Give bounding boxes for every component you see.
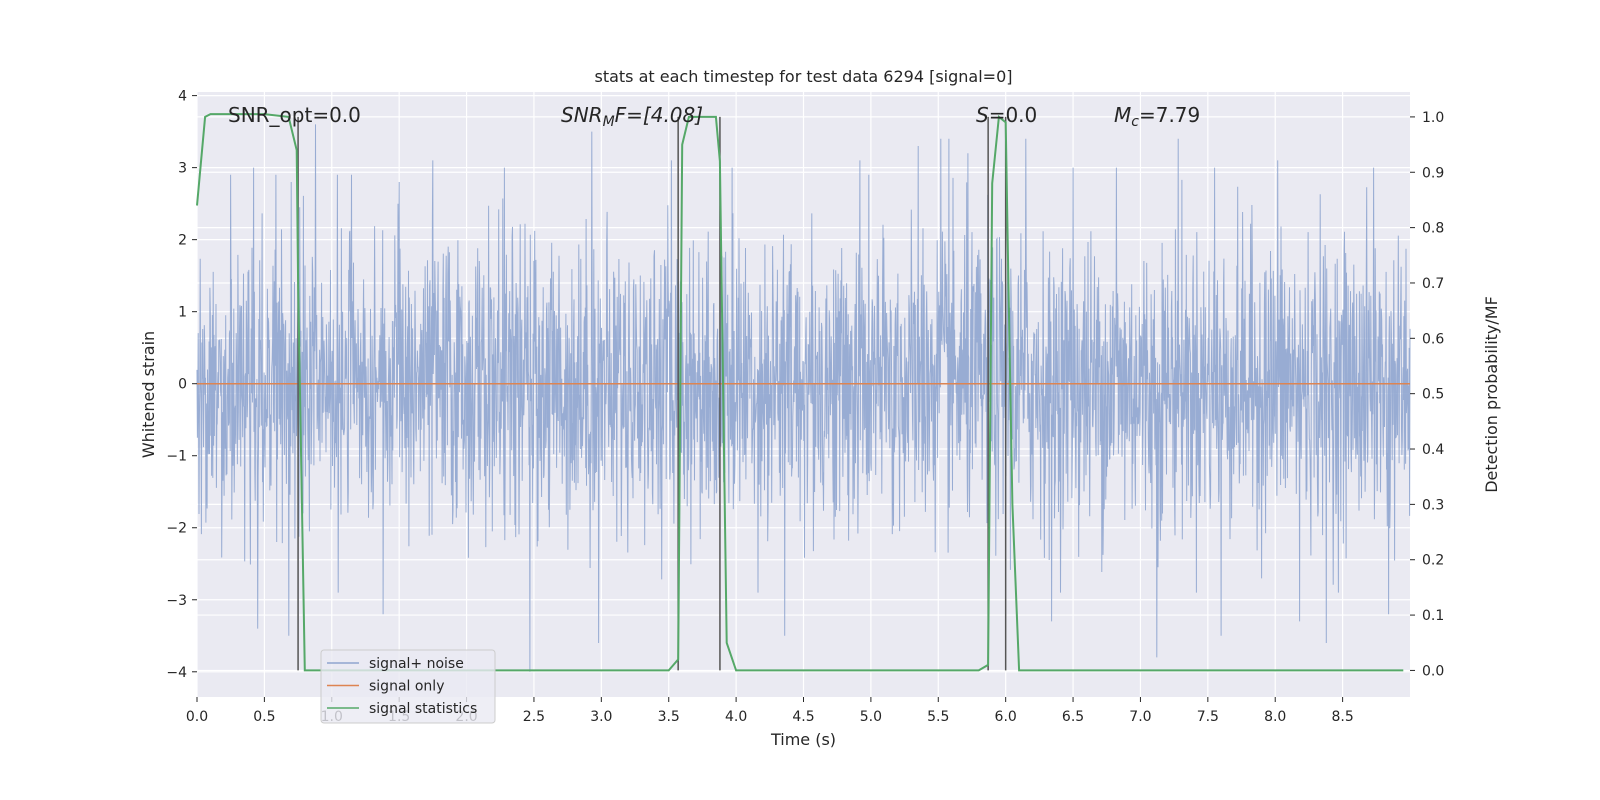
y2-tick-label: 0.7: [1422, 276, 1444, 292]
y2-tick-label: 0.1: [1422, 608, 1444, 624]
x-tick-label: 8.0: [1264, 709, 1286, 725]
y-tick-label: 3: [178, 161, 187, 177]
y2-tick-label: 0.2: [1422, 553, 1444, 569]
x-tick-label: 0.0: [186, 709, 208, 725]
x-tick-label: 7.5: [1197, 709, 1219, 725]
y2-tick-label: 0.4: [1422, 442, 1444, 458]
annotation-snr-mf-symbol: SNR: [561, 103, 603, 127]
annotation-mc-sub: c: [1131, 114, 1139, 130]
signal-noise-line: [196, 124, 1411, 672]
series-signal-statistics: [196, 113, 1404, 672]
legend: signal+ noise signal only signal statist…: [320, 649, 496, 724]
legend-label-signal-statistics: signal statistics: [369, 701, 477, 717]
annotation-s: S=0.0: [976, 103, 1037, 127]
y2-tick-label: 1.0: [1422, 110, 1444, 126]
annotation-snr-mf-sub: M: [603, 114, 615, 130]
y-tick-label: −3: [166, 593, 187, 609]
x-tick-label: 5.0: [860, 709, 882, 725]
legend-label-signal-only: signal only: [369, 679, 444, 695]
legend-label-signal-noise: signal+ noise: [369, 656, 464, 672]
annotation-mc-rest: =7.79: [1139, 103, 1200, 127]
x-tick-label: 7.0: [1129, 709, 1151, 725]
y-tick-label: −2: [166, 521, 187, 537]
annotation-mc: Mc=7.79: [1114, 103, 1200, 130]
y-tick-label: 1: [178, 305, 187, 321]
x-tick-label: 5.5: [927, 709, 949, 725]
annotation-snr-mf: SNRMF=[4.08]: [561, 103, 703, 130]
y2-tick-label: 0.3: [1422, 497, 1444, 513]
x-tick-label: 4.5: [792, 709, 814, 725]
chart-title: stats at each timestep for test data 629…: [594, 67, 1012, 86]
series-signal-noise: [196, 124, 1411, 672]
x-tick-label: 2.5: [523, 709, 545, 725]
y-axis-label: Whitened strain: [139, 331, 158, 458]
annotation-s-rest: =0.0: [989, 103, 1038, 127]
x-tick-label: 8.5: [1331, 709, 1353, 725]
x-tick-label: 6.0: [995, 709, 1017, 725]
y2-tick-label: 0.0: [1422, 663, 1444, 679]
y2-tick-label: 0.9: [1422, 165, 1444, 181]
y-tick-label: −1: [166, 449, 187, 465]
legend-box: [320, 649, 496, 724]
x-tick-label: 0.5: [253, 709, 275, 725]
y2-tick-label: 0.8: [1422, 221, 1444, 237]
y-tick-label: 0: [178, 377, 187, 393]
x-tick-label: 4.0: [725, 709, 747, 725]
annotation-mc-symbol: M: [1114, 103, 1131, 127]
y-tick-label: 4: [178, 89, 187, 105]
y2-tick-label: 0.6: [1422, 331, 1444, 347]
x-tick-label: 3.5: [658, 709, 680, 725]
x-axis-label: Time (s): [770, 730, 836, 749]
axes: 0.00.51.01.52.02.53.03.54.04.55.05.56.06…: [166, 89, 1444, 725]
x-tick-label: 6.5: [1062, 709, 1084, 725]
signal-statistics-line: [196, 113, 1404, 672]
y-tick-label: 2: [178, 233, 187, 249]
x-tick-label: 3.0: [590, 709, 612, 725]
y-tick-label: −4: [166, 665, 187, 681]
y2-axis-label: Detection probability/MF: [1482, 296, 1501, 493]
annotation-s-symbol: S: [976, 103, 989, 127]
annotation-snr-mf-rest: F=[4.08]: [615, 103, 703, 127]
y2-tick-label: 0.5: [1422, 387, 1444, 403]
annotation-snr-opt: SNR_opt=0.0: [228, 103, 361, 127]
